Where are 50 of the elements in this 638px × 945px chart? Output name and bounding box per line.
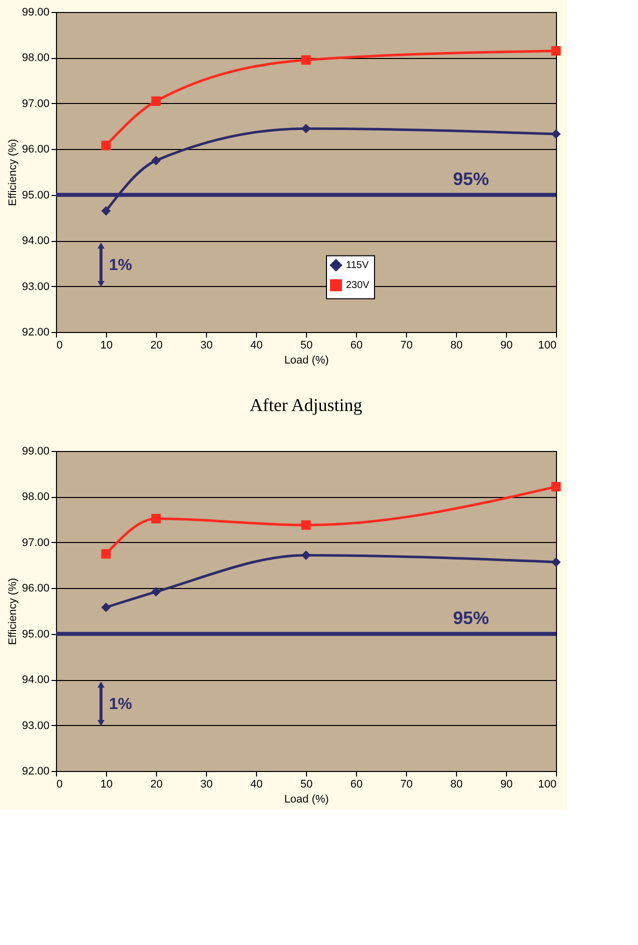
- y-tick-label: 95.00: [22, 628, 50, 640]
- x-tick-label: 90: [500, 340, 513, 352]
- y-tick-label: 96.00: [22, 582, 50, 595]
- x-tick-label: 10: [100, 340, 113, 352]
- annotation: 1%: [109, 256, 132, 274]
- x-tick-label: 30: [200, 778, 213, 790]
- y-tick-label: 96.00: [22, 144, 50, 156]
- x-tick-label: 30: [200, 340, 213, 352]
- y-tick-label: 92.00: [22, 326, 50, 338]
- x-tick-label: 80: [450, 340, 463, 352]
- legend-label: 115V: [346, 260, 369, 272]
- y-tick-label: 98.00: [22, 491, 50, 504]
- legend-label: 230V: [346, 280, 370, 292]
- x-tick-label: 0: [56, 778, 63, 790]
- x-tick-label: 20: [150, 778, 163, 790]
- x-tick-label: 100: [538, 778, 556, 790]
- y-tick-label: 93.00: [22, 720, 50, 732]
- x-tick-label: 80: [450, 778, 463, 790]
- x-tick-label: 50: [300, 340, 313, 352]
- text: After Adjusting: [250, 395, 362, 415]
- x-tick-label: 0: [56, 340, 63, 352]
- point: [301, 550, 311, 560]
- y-tick-label: 92.00: [22, 766, 50, 778]
- y-tick-label: 98.00: [22, 52, 50, 64]
- y-axis-title: Efficiency (%): [6, 138, 19, 206]
- y-tick-label: 94.00: [22, 235, 50, 248]
- y-tick-label: 99.00: [22, 6, 50, 18]
- x-tick-label: 70: [400, 340, 413, 352]
- x-axis-title: Load (%): [284, 354, 329, 366]
- annotation: 1%: [109, 696, 132, 713]
- y-tick-label: 94.00: [22, 674, 50, 686]
- y-tick-label: 95.00: [22, 189, 50, 202]
- x-tick-label: 60: [350, 340, 363, 352]
- ref-line-label: 95%: [452, 168, 490, 189]
- x-tick-label: 40: [250, 340, 263, 352]
- x-tick-label: 90: [500, 778, 513, 790]
- y-tick-label: 97.00: [22, 98, 50, 110]
- y-tick-label: 97.00: [22, 536, 50, 549]
- x-tick-label: 100: [538, 340, 556, 352]
- x-tick-label: 20: [150, 340, 163, 352]
- y-tick-label: 93.00: [22, 280, 50, 293]
- y-axis-title: Efficiency (%): [6, 578, 19, 646]
- x-tick-label: 40: [250, 778, 263, 790]
- y-tick-label: 99.00: [22, 446, 50, 458]
- x-tick-label: 50: [300, 778, 313, 790]
- ref-line-label: 95%: [452, 608, 490, 628]
- x-tick-label: 60: [350, 778, 363, 790]
- x-tick-label: 10: [100, 778, 113, 790]
- x-tick-label: 70: [400, 778, 413, 790]
- x-axis-title: Load (%): [284, 794, 329, 806]
